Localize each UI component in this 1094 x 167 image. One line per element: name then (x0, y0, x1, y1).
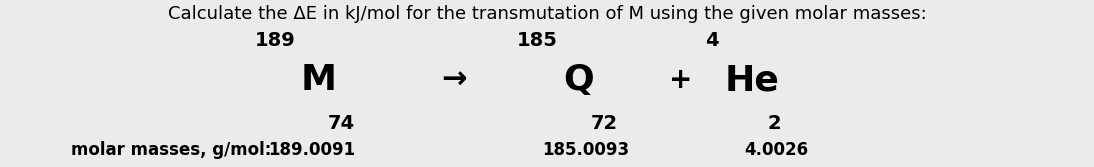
Text: 185: 185 (517, 31, 558, 50)
Text: He: He (724, 63, 779, 97)
Text: 4.0026: 4.0026 (745, 141, 808, 159)
Text: molar masses, g/mol:: molar masses, g/mol: (71, 141, 271, 159)
Text: 189.0091: 189.0091 (268, 141, 356, 159)
Text: →: → (441, 66, 467, 95)
Text: 4: 4 (706, 31, 719, 50)
Text: 2: 2 (768, 114, 781, 133)
Text: 74: 74 (328, 114, 356, 133)
Text: Calculate the ΔE in kJ/mol for the transmutation of M using the given molar mass: Calculate the ΔE in kJ/mol for the trans… (167, 5, 927, 23)
Text: Q: Q (563, 63, 594, 97)
Text: 185.0093: 185.0093 (542, 141, 629, 159)
Text: M: M (301, 63, 337, 97)
Text: 72: 72 (591, 114, 618, 133)
Text: +: + (668, 66, 693, 94)
Text: 189: 189 (255, 31, 295, 50)
